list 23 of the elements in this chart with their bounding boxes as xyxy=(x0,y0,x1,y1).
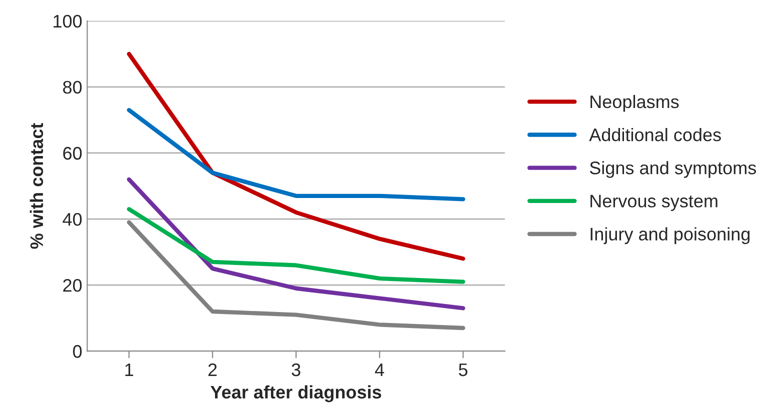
x-tick-label: 1 xyxy=(125,364,134,376)
legend-label: Injury and poisoning xyxy=(590,227,750,244)
line-series xyxy=(126,52,466,261)
legend-label: Neoplasms xyxy=(590,94,679,112)
y-tick-label: 40 xyxy=(62,212,82,226)
y-axis-title: % with contact xyxy=(30,123,44,249)
x-tick-label: 4 xyxy=(374,364,384,376)
line-series xyxy=(126,220,466,330)
x-axis-title: Year after diagnosis xyxy=(210,385,382,402)
line-series xyxy=(126,207,466,284)
x-tick-label: 3 xyxy=(292,363,300,376)
y-tick-label: 0 xyxy=(73,345,82,358)
y-tick-label: 20 xyxy=(63,279,82,292)
x-tick-label: 5 xyxy=(458,364,468,376)
x-tick-label: 2 xyxy=(208,363,217,376)
line-series xyxy=(126,108,466,202)
y-tick-label: 60 xyxy=(63,146,82,160)
line-series xyxy=(126,177,466,310)
y-tick-label: 80 xyxy=(63,80,82,94)
legend-label: Additional codes xyxy=(589,128,721,142)
y-tick-label: 100 xyxy=(54,14,82,28)
legend-label: Signs and symptoms xyxy=(590,161,756,178)
legend-label: Nervous system xyxy=(590,194,718,211)
